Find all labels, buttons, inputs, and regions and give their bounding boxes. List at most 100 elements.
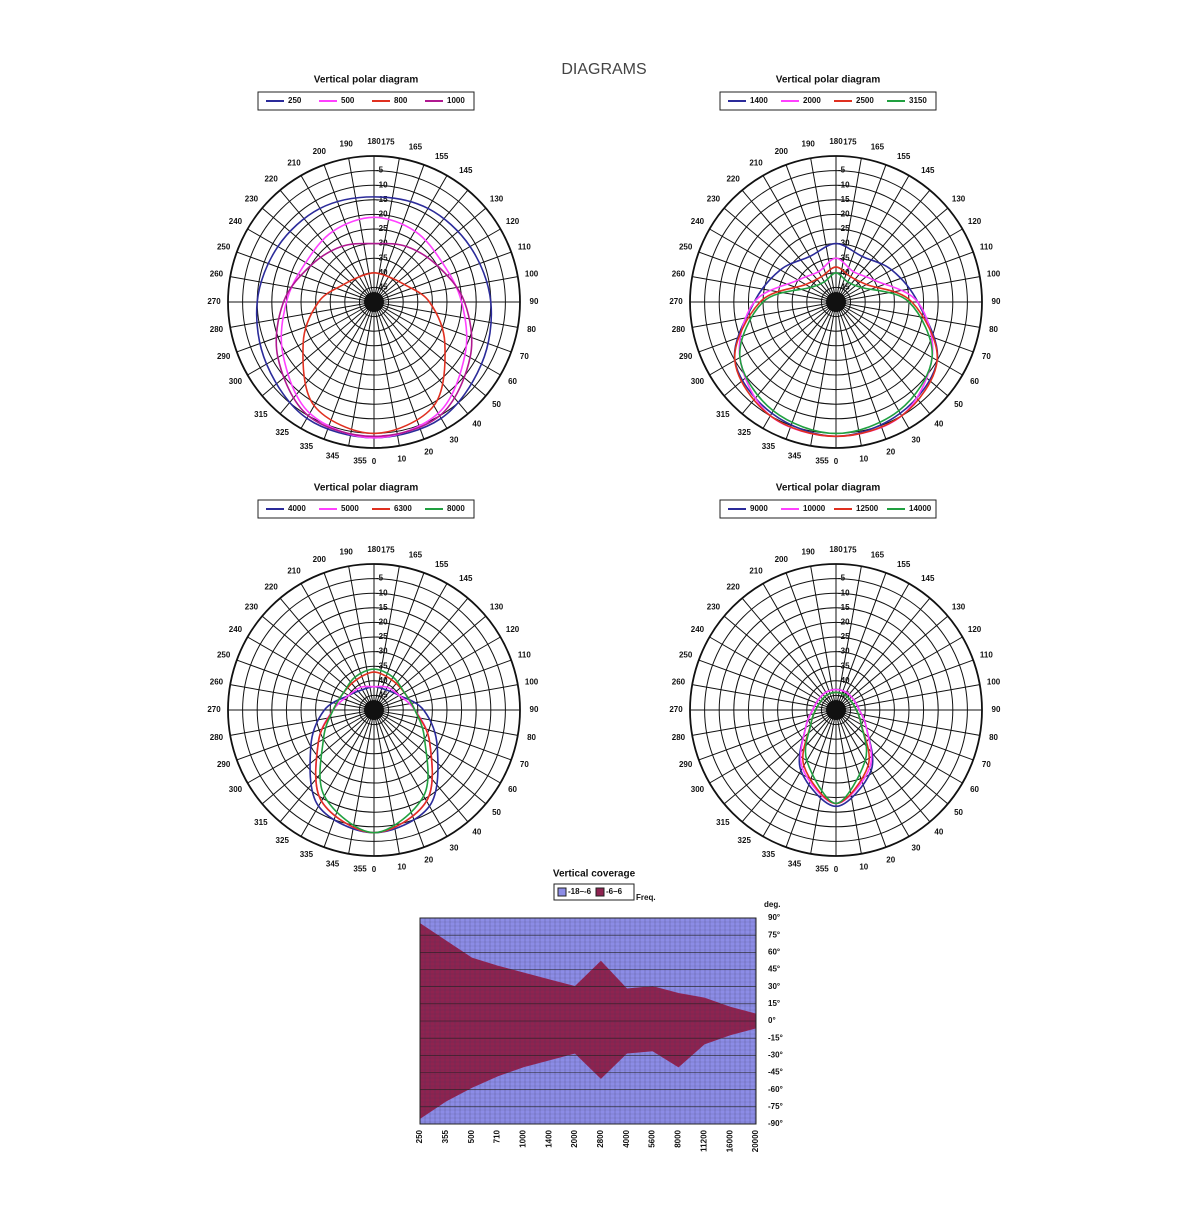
ring: [704, 578, 968, 842]
legend-label: 3150: [909, 96, 927, 105]
angle-label: 280: [672, 733, 686, 742]
legend-label: 500: [341, 96, 355, 105]
angle-label: 60: [970, 785, 979, 794]
angle-label: 155: [897, 152, 911, 161]
angle-label: 30: [912, 844, 921, 853]
chart-title: Vertical polar diagram: [776, 483, 881, 494]
chart-title: Vertical coverage: [553, 869, 636, 880]
angle-label: 200: [313, 147, 327, 156]
legend-label: 14000: [909, 504, 932, 513]
angle-label: 130: [952, 194, 966, 203]
ring-label: -25: [376, 224, 388, 233]
plot-frame: [419, 917, 757, 1125]
legend-label: 12500: [856, 504, 879, 513]
y-axis-label: deg.: [764, 900, 780, 909]
legend-label: 6300: [394, 504, 412, 513]
legend-label: 4000: [288, 504, 306, 513]
angle-label: 30: [450, 844, 459, 853]
angle-label: 50: [492, 400, 501, 409]
angle-label: 180: [367, 545, 381, 554]
angle-label: 355: [815, 865, 829, 874]
angle-label: 110: [518, 242, 531, 251]
center-hub: [364, 292, 384, 312]
angle-label: 270: [669, 297, 683, 306]
ring-label: -40: [838, 676, 850, 685]
ring-label: -25: [838, 632, 850, 641]
angle-label: 345: [326, 860, 340, 869]
ring: [791, 665, 881, 755]
angle-label: 240: [229, 625, 243, 634]
angle-label: 250: [217, 242, 231, 251]
legend-box: [553, 883, 635, 901]
angle-label: 290: [679, 760, 693, 769]
angle-label: 290: [679, 352, 693, 361]
x-tick-label: 1400: [544, 1129, 553, 1147]
ring-label: -25: [376, 632, 388, 641]
legend-label: 9000: [750, 504, 768, 513]
legend-label: 5000: [341, 504, 359, 513]
angle-label: 70: [520, 352, 529, 361]
angle-label: 300: [229, 377, 243, 386]
angle-label: 30: [450, 436, 459, 445]
angle-label: 220: [726, 175, 740, 184]
center-hub: [364, 700, 384, 720]
angle-label: 90: [992, 297, 1001, 306]
angle-label: 120: [506, 625, 520, 634]
angle-label: 10: [859, 863, 868, 872]
x-tick-label: 250: [415, 1129, 424, 1143]
angle-label: 355: [815, 457, 829, 466]
angle-label: 180: [367, 137, 381, 146]
y-tick-label: 0°: [768, 1016, 776, 1025]
angle-label: 250: [679, 650, 693, 659]
ring-label: -20: [838, 210, 850, 219]
legend-box: [257, 91, 475, 111]
ring: [271, 607, 477, 813]
ring-label: -15: [376, 195, 388, 204]
ring: [300, 228, 448, 376]
ring: [358, 694, 390, 726]
angle-label: 240: [691, 625, 705, 634]
angle-label: 10: [859, 455, 868, 464]
ring-label: -20: [376, 210, 388, 219]
angle-label: 120: [968, 217, 982, 226]
ring: [227, 155, 521, 449]
angle-label: 175: [381, 138, 395, 147]
ring-label: -15: [376, 603, 388, 612]
ring-label: -35: [838, 253, 850, 262]
legend-label: -6–6: [606, 887, 623, 896]
ring: [718, 592, 954, 828]
angle-label: 155: [897, 560, 911, 569]
x-tick-label: 4000: [622, 1129, 631, 1147]
y-tick-label: 45°: [768, 965, 780, 974]
legend-swatch: [557, 887, 567, 897]
angle-label: 50: [954, 808, 963, 817]
ring: [329, 257, 419, 347]
legend-swatch: [595, 887, 605, 897]
angle-label: 280: [210, 325, 224, 334]
angle-label: 80: [527, 325, 536, 334]
x-tick-label: 1000: [518, 1129, 527, 1147]
ring: [300, 636, 448, 784]
angle-label: 50: [954, 400, 963, 409]
angle-label: 325: [276, 428, 290, 437]
ring-label: -40: [376, 676, 388, 685]
angle-label: 100: [525, 677, 539, 686]
angle-label: 110: [980, 242, 993, 251]
angle-label: 70: [982, 352, 991, 361]
legend-box: [719, 499, 937, 519]
ring-label: -15: [838, 195, 850, 204]
ring: [256, 592, 492, 828]
angle-label: 175: [843, 138, 857, 147]
ring-label: -35: [376, 253, 388, 262]
y-tick-label: 60°: [768, 947, 780, 956]
polar-curve: [314, 671, 434, 834]
angle-label: 345: [326, 452, 340, 461]
angle-label: 70: [982, 760, 991, 769]
angle-label: 10: [397, 455, 406, 464]
y-tick-label: -60°: [768, 1085, 783, 1094]
ring: [747, 621, 925, 799]
ring: [806, 680, 866, 740]
angle-label: 20: [886, 855, 895, 864]
angle-label: 315: [716, 818, 730, 827]
ring: [689, 155, 983, 449]
